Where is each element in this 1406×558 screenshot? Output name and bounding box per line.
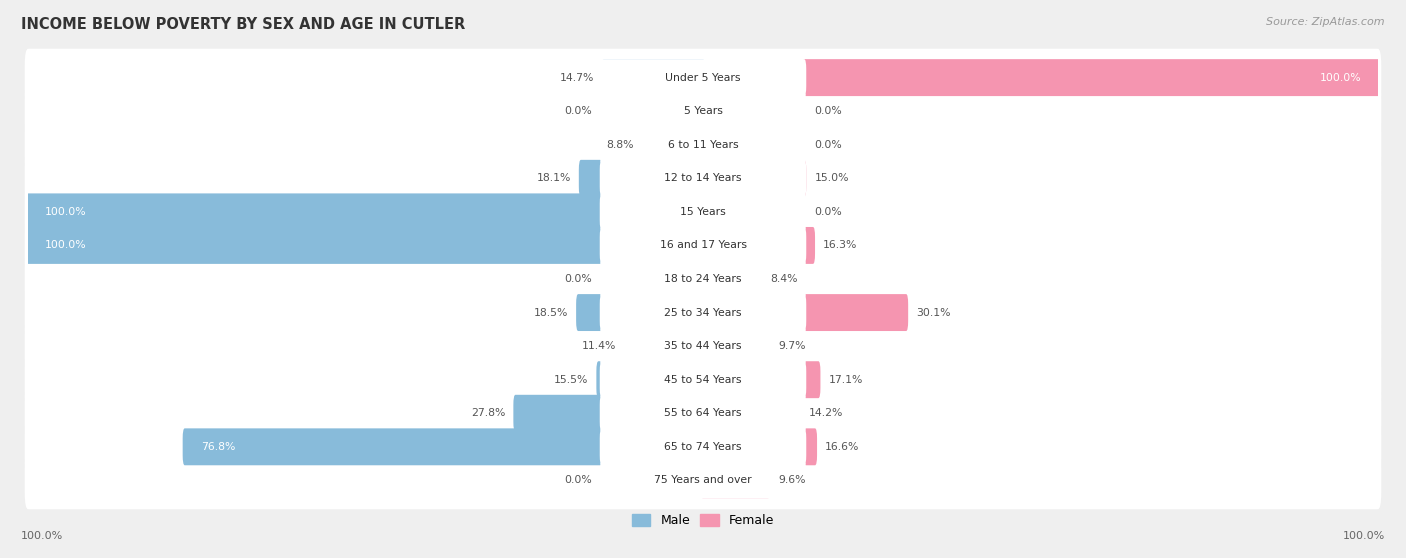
Text: 100.0%: 100.0% [21,531,63,541]
Text: 18.1%: 18.1% [536,174,571,184]
Text: 18.5%: 18.5% [534,307,568,318]
FancyBboxPatch shape [600,462,806,499]
FancyBboxPatch shape [803,227,815,264]
Text: Under 5 Years: Under 5 Years [665,73,741,83]
Text: 65 to 74 Years: 65 to 74 Years [664,442,742,452]
Text: 100.0%: 100.0% [45,240,87,251]
Text: 45 to 54 Years: 45 to 54 Years [664,374,742,384]
Text: 12 to 14 Years: 12 to 14 Years [664,174,742,184]
FancyBboxPatch shape [27,227,603,264]
Text: 55 to 64 Years: 55 to 64 Years [664,408,742,418]
Text: 17.1%: 17.1% [828,374,863,384]
FancyBboxPatch shape [25,451,1381,509]
Text: 35 to 44 Years: 35 to 44 Years [664,341,742,351]
Text: 9.6%: 9.6% [778,475,806,485]
Text: 0.0%: 0.0% [564,106,592,116]
FancyBboxPatch shape [600,227,806,264]
Text: 15.5%: 15.5% [554,374,588,384]
Text: 0.0%: 0.0% [564,274,592,284]
FancyBboxPatch shape [702,462,770,499]
Text: 14.2%: 14.2% [808,408,844,418]
FancyBboxPatch shape [600,93,806,129]
FancyBboxPatch shape [600,59,806,96]
FancyBboxPatch shape [600,294,806,331]
FancyBboxPatch shape [25,351,1381,408]
FancyBboxPatch shape [602,59,704,96]
Text: 14.7%: 14.7% [560,73,593,83]
Text: 15.0%: 15.0% [814,174,849,184]
FancyBboxPatch shape [25,418,1381,475]
FancyBboxPatch shape [25,217,1381,275]
Text: 16.3%: 16.3% [823,240,858,251]
FancyBboxPatch shape [600,429,806,465]
FancyBboxPatch shape [600,126,806,163]
FancyBboxPatch shape [702,261,762,297]
FancyBboxPatch shape [596,361,603,398]
Text: 18 to 24 Years: 18 to 24 Years [664,274,742,284]
FancyBboxPatch shape [25,116,1381,174]
FancyBboxPatch shape [702,160,806,197]
FancyBboxPatch shape [25,283,1381,341]
Text: 6 to 11 Years: 6 to 11 Years [668,140,738,150]
Text: 9.7%: 9.7% [779,341,806,351]
Text: 0.0%: 0.0% [814,207,842,217]
FancyBboxPatch shape [25,183,1381,240]
Legend: Male, Female: Male, Female [631,514,775,527]
Text: 16.6%: 16.6% [825,442,859,452]
Text: 11.4%: 11.4% [582,341,616,351]
Text: 0.0%: 0.0% [814,106,842,116]
Text: 15 Years: 15 Years [681,207,725,217]
Text: 5 Years: 5 Years [683,106,723,116]
FancyBboxPatch shape [513,395,603,432]
FancyBboxPatch shape [25,49,1381,107]
Text: 75 Years and over: 75 Years and over [654,475,752,485]
Text: 76.8%: 76.8% [201,442,236,452]
Text: 100.0%: 100.0% [45,207,87,217]
FancyBboxPatch shape [641,126,704,163]
Text: 16 and 17 Years: 16 and 17 Years [659,240,747,251]
FancyBboxPatch shape [600,395,806,432]
Text: 30.1%: 30.1% [917,307,950,318]
FancyBboxPatch shape [27,194,603,230]
FancyBboxPatch shape [600,328,806,364]
FancyBboxPatch shape [183,429,603,465]
FancyBboxPatch shape [803,429,817,465]
FancyBboxPatch shape [803,294,908,331]
Text: 100.0%: 100.0% [1343,531,1385,541]
FancyBboxPatch shape [600,160,806,197]
Text: 0.0%: 0.0% [564,475,592,485]
FancyBboxPatch shape [25,83,1381,140]
Text: 27.8%: 27.8% [471,408,505,418]
FancyBboxPatch shape [25,150,1381,207]
FancyBboxPatch shape [25,318,1381,375]
Text: INCOME BELOW POVERTY BY SEX AND AGE IN CUTLER: INCOME BELOW POVERTY BY SEX AND AGE IN C… [21,17,465,32]
FancyBboxPatch shape [624,328,704,364]
FancyBboxPatch shape [803,361,821,398]
FancyBboxPatch shape [25,250,1381,308]
Text: 25 to 34 Years: 25 to 34 Years [664,307,742,318]
Text: 8.8%: 8.8% [606,140,634,150]
Text: 8.4%: 8.4% [770,274,797,284]
Text: 0.0%: 0.0% [814,140,842,150]
FancyBboxPatch shape [702,395,801,432]
Text: 100.0%: 100.0% [1319,73,1361,83]
FancyBboxPatch shape [702,328,770,364]
FancyBboxPatch shape [579,160,603,197]
FancyBboxPatch shape [600,194,806,230]
FancyBboxPatch shape [600,361,806,398]
FancyBboxPatch shape [576,294,603,331]
FancyBboxPatch shape [25,384,1381,442]
Text: Source: ZipAtlas.com: Source: ZipAtlas.com [1267,17,1385,27]
FancyBboxPatch shape [600,261,806,297]
FancyBboxPatch shape [803,59,1379,96]
